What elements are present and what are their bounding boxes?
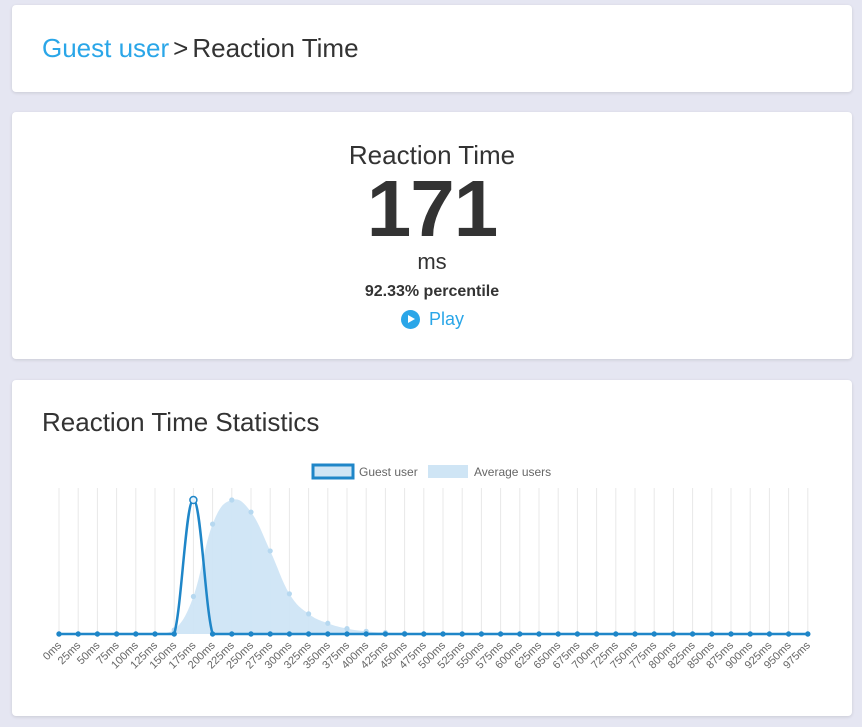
guest-user-point-20: [440, 631, 446, 637]
guest-user-point-8: [209, 631, 216, 637]
play-button[interactable]: Play: [401, 309, 464, 330]
guest-user-point-38: [785, 631, 792, 637]
average-users-point-9: [229, 497, 235, 503]
guest-user-point-39: [805, 631, 811, 637]
average-users-point-7: [190, 593, 196, 600]
average-users-area: [59, 499, 808, 634]
guest-user-point-30: [632, 631, 638, 637]
guest-user-point-37: [766, 631, 773, 637]
guest-user-point-14: [325, 631, 331, 637]
legend-label-average-users: Average users: [474, 465, 551, 479]
guest-user-point-13: [305, 631, 312, 637]
guest-user-point-19: [421, 631, 427, 637]
guest-user-point-27: [574, 631, 581, 637]
guest-user-point-18: [401, 631, 408, 637]
guest-user-point-11: [267, 631, 273, 637]
guest-user-point-3: [113, 631, 120, 637]
legend-swatch-average-users: [428, 465, 468, 478]
legend-label-guest-user: Guest user: [359, 465, 418, 479]
guest-user-point-17: [382, 631, 389, 637]
guest-user-point-7: [189, 495, 198, 505]
guest-user-point-21: [459, 631, 465, 637]
guest-user-point-10: [248, 631, 254, 637]
guest-user-point-29: [613, 631, 619, 637]
guest-user-point-23: [497, 631, 504, 637]
guest-user-point-12: [286, 631, 293, 637]
guest-user-point-32: [670, 631, 677, 637]
score-value: 171: [366, 164, 498, 253]
guest-user-point-33: [689, 631, 696, 637]
average-users-point-8: [210, 521, 216, 527]
guest-user-point-4: [133, 631, 139, 637]
guest-user-point-28: [593, 631, 600, 637]
guest-user-point-1: [75, 631, 81, 637]
legend-swatch-guest-user: [311, 463, 355, 480]
average-users-point-13: [306, 611, 312, 617]
guest-user-point-9: [229, 631, 235, 637]
guest-user-line: [59, 498, 808, 636]
guest-user-point-22: [478, 631, 485, 637]
guest-user-point-36: [747, 631, 753, 637]
score-percentile: 92.33% percentile: [364, 283, 500, 300]
score-card: Reaction Time 171 ms 92.33% percentile P…: [12, 112, 852, 359]
score-title: Reaction Time: [348, 140, 516, 170]
breadcrumb-current: Reaction Time: [192, 33, 359, 63]
guest-user-point-5: [152, 631, 158, 637]
breadcrumb-separator: >: [173, 33, 189, 63]
play-icon: [401, 310, 420, 329]
guest-user-point-15: [344, 631, 350, 637]
guest-user-point-25: [536, 631, 542, 637]
average-users-point-14: [325, 620, 331, 626]
breadcrumb: Guest user > Reaction Time: [42, 32, 359, 64]
guest-user-point-31: [651, 631, 657, 637]
play-label: Play: [429, 309, 465, 329]
guest-user-point-26: [555, 631, 561, 637]
breadcrumb-link-guest-user[interactable]: Guest user: [42, 33, 170, 63]
stats-card: Reaction Time Statistics 0ms 25ms 50ms 75ms…: [12, 380, 852, 716]
average-users-point-15: [344, 626, 350, 632]
guest-user-point-16: [363, 631, 369, 637]
guest-user-point-6: [171, 631, 177, 637]
reaction-time-chart: 0ms25ms50ms75ms100ms125ms150ms175ms200ms…: [41, 463, 813, 671]
guest-user-point-34: [709, 631, 715, 637]
average-users-point-10: [248, 509, 254, 515]
guest-user-point-0: [56, 631, 62, 637]
average-users-point-12: [286, 591, 292, 597]
score-unit: ms: [417, 249, 447, 274]
guest-user-point-2: [94, 631, 101, 637]
guest-user-point-24: [517, 631, 523, 637]
breadcrumb-card: Guest user > Reaction Time: [12, 5, 852, 92]
average-users-point-11: [267, 548, 273, 554]
stats-title: Reaction Time Statistics: [42, 407, 320, 437]
guest-user-point-35: [728, 631, 734, 637]
